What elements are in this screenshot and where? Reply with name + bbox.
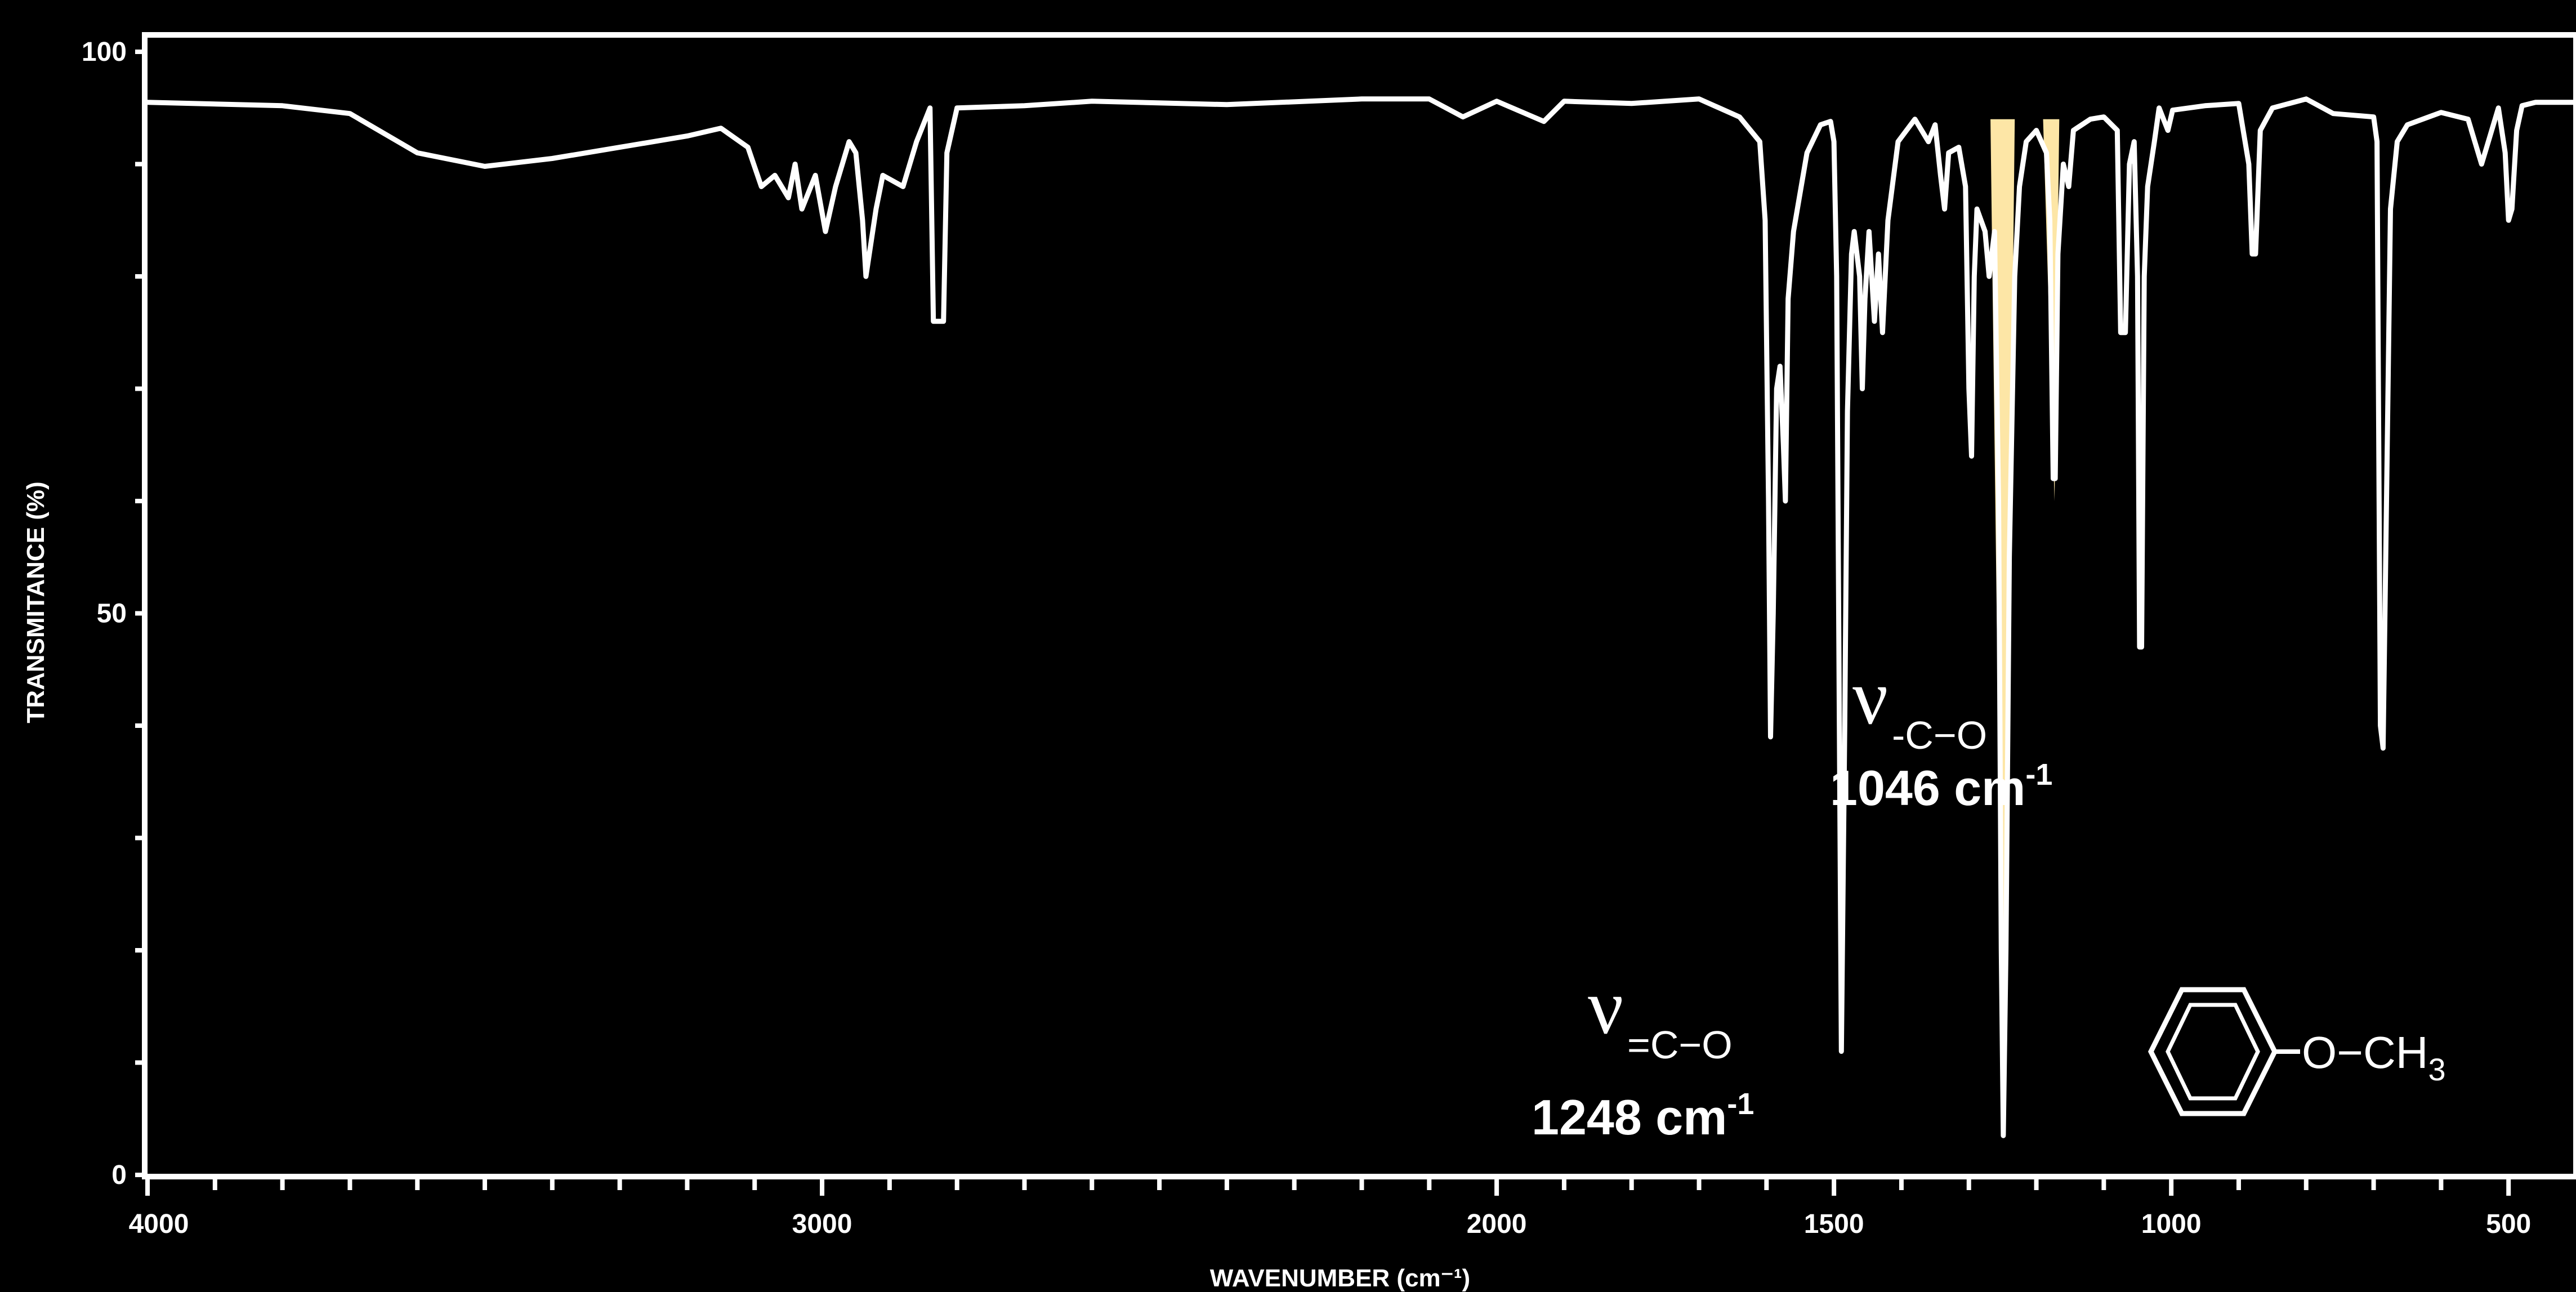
x-axis-title: WAVENUMBER (cm⁻¹) — [1210, 1264, 1470, 1292]
x-tick-label: 1500 — [1804, 1209, 1864, 1239]
x-tick-label: 3000 — [792, 1209, 852, 1239]
methoxy-label: O−CH3 — [2302, 1027, 2446, 1087]
spectrum-trace — [145, 96, 2576, 1138]
benzene-ring — [2148, 987, 2278, 1116]
x-tick-label: 4000 — [129, 1209, 189, 1239]
y-axis-title: TRANSMITANCE (%) — [22, 481, 50, 723]
bond-label: =C−O — [1627, 1023, 1733, 1067]
x-tick-label: 2000 — [1467, 1209, 1527, 1239]
x-tick-label: 1000 — [2141, 1209, 2202, 1239]
y-axis-ticks: 0 50 100 — [82, 37, 148, 1190]
y-tick-label: 0 — [111, 1160, 127, 1190]
y-tick-label: 50 — [97, 599, 127, 629]
y-tick-label: 100 — [82, 37, 127, 67]
x-axis-ticks: 4000 3000 2000 1500 1000 500 — [129, 1177, 2531, 1239]
wavenumber-label: 1248 cm-1 — [1532, 1087, 1754, 1145]
annotation-ester-stretch: ν =C−O 1248 cm-1 — [1532, 963, 1754, 1145]
bond-label: -C−O — [1892, 713, 1987, 757]
x-tick-label: 500 — [2486, 1209, 2531, 1239]
nu-symbol: ν — [1852, 654, 1888, 741]
anisole-structure: O−CH3 — [2148, 987, 2446, 1116]
benzene-inner-ring — [2166, 1003, 2260, 1101]
annotation-ether-stretch: ν -C−O 1046 cm-1 — [1830, 654, 2052, 816]
wavenumber-label: 1046 cm-1 — [1830, 758, 2052, 816]
nu-symbol: ν — [1588, 963, 1623, 1050]
